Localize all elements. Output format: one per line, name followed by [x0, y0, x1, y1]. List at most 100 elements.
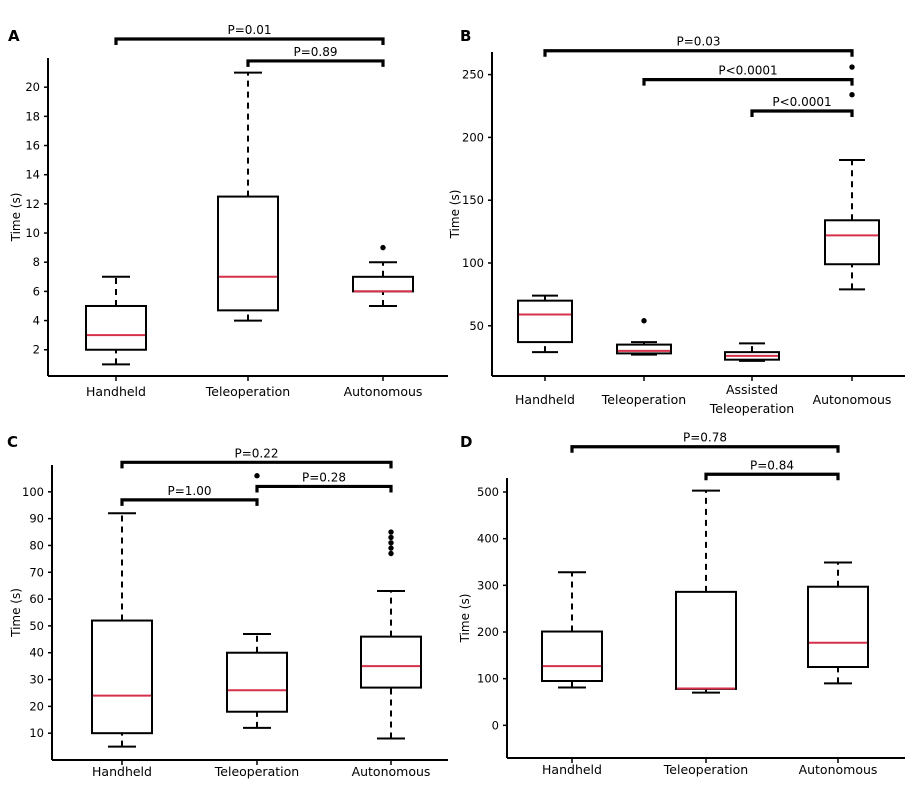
significance-bracket: P=0.01 — [114, 23, 385, 46]
y-tick-label: 0 — [492, 718, 499, 732]
y-tick-label: 100 — [477, 672, 499, 686]
significance-bracket: P=0.28 — [255, 470, 393, 493]
y-tick-label: 6 — [33, 284, 40, 298]
panel-letter: D — [460, 433, 472, 451]
y-tick-label: 150 — [462, 193, 484, 207]
y-tick-label: 30 — [29, 673, 44, 687]
significance-bracket: P=0.89 — [246, 45, 385, 67]
y-tick-label: 20 — [25, 80, 40, 94]
bracket-line — [543, 49, 854, 57]
bracket-line — [642, 78, 854, 86]
y-tick-label: 10 — [29, 726, 44, 740]
iqr-box — [91, 619, 153, 735]
x-tick-label: Handheld — [515, 392, 575, 407]
y-tick-label: 20 — [29, 699, 44, 713]
y-tick-label: 80 — [29, 538, 44, 552]
y-tick-label: 16 — [25, 139, 40, 153]
iqr-box — [360, 635, 422, 689]
y-tick-label: 8 — [33, 255, 40, 269]
panel-letter: C — [7, 433, 18, 451]
bracket-line — [750, 109, 854, 118]
y-tick-label: 60 — [29, 592, 44, 606]
panel-c: C 10 20 30 40 50 60 70 80 90 100 Time (s) Handheld Te… — [7, 433, 448, 779]
y-axis-label: Time (s) — [9, 588, 23, 638]
iqr-box — [807, 585, 869, 669]
significance-bracket: P=0.22 — [120, 446, 393, 469]
box-plot-1 — [541, 571, 603, 689]
box-plot-2 — [675, 489, 737, 694]
p-value-label: P<0.0001 — [772, 95, 831, 109]
outlier-point — [388, 550, 394, 557]
x-tick-label: Handheld — [86, 384, 146, 399]
box-plot-1 — [85, 275, 147, 366]
y-tick-label: 200 — [477, 625, 499, 639]
significance-bracket: P=0.03 — [543, 35, 854, 57]
x-tick-label: Teleoperation — [663, 762, 748, 777]
box-plot-3 — [352, 244, 414, 307]
panel-d: D 0 100 200 300 400 500 Time (s) Handheld Teleope… — [458, 431, 905, 777]
y-tick-label: 250 — [462, 68, 484, 82]
x-tick-label: Autonomous — [352, 764, 431, 779]
iqr-box — [724, 351, 780, 361]
y-tick-label: 90 — [29, 512, 44, 526]
iqr-box — [517, 299, 573, 344]
p-value-label: P=0.84 — [750, 458, 794, 472]
panel-letter: B — [460, 27, 471, 45]
x-tick-label: Assisted Teleoperation — [709, 382, 794, 416]
y-tick-label: 50 — [469, 319, 484, 333]
y-tick-label: 10 — [25, 226, 40, 240]
box-plot-2 — [616, 318, 672, 356]
iqr-box — [352, 275, 414, 293]
bracket-line — [120, 460, 393, 469]
y-tick-label: 100 — [22, 485, 44, 499]
x-tick-label: Teleoperation — [601, 392, 686, 407]
y-axis-label: Time (s) — [448, 190, 462, 240]
y-tick-label: 200 — [462, 130, 484, 144]
y-tick-label: 4 — [33, 314, 40, 328]
significance-bracket: P=1.00 — [120, 484, 259, 506]
x-tick-label: Autonomous — [799, 762, 878, 777]
box-plot-2 — [217, 71, 279, 322]
y-axis-label: Time (s) — [9, 193, 23, 243]
bracket-line — [704, 472, 840, 481]
iqr-box — [226, 651, 288, 713]
bracket-line — [114, 37, 385, 46]
p-value-label: P=0.01 — [227, 23, 271, 37]
bracket-line — [246, 59, 385, 67]
iqr-box — [675, 590, 737, 690]
panel-b: B 50 100 150 200 250 Time (s) Handheld Teleopera… — [448, 27, 905, 416]
significance-bracket: P=0.84 — [704, 458, 840, 481]
iqr-box — [616, 343, 672, 355]
box-plot-3 — [360, 529, 422, 740]
y-tick-label: 40 — [29, 646, 44, 660]
outlier-point — [388, 545, 394, 551]
p-value-label: P=0.22 — [234, 446, 278, 460]
p-value-label: P<0.0001 — [718, 64, 777, 78]
x-tick-label: Autonomous — [344, 384, 423, 399]
x-tick-label: Handheld — [92, 764, 152, 779]
x-tick-label: Handheld — [542, 762, 602, 777]
x-tick-label: Teleoperation — [214, 764, 299, 779]
iqr-box — [824, 219, 880, 266]
y-tick-label: 400 — [477, 532, 499, 546]
y-tick-label: 18 — [25, 109, 40, 123]
bracket-line — [570, 445, 840, 453]
outlier-point — [849, 64, 855, 70]
box-plot-1 — [91, 512, 153, 748]
box-plot-3 — [807, 561, 869, 685]
y-tick-label: 2 — [33, 343, 40, 357]
y-tick-label: 100 — [462, 256, 484, 270]
outlier-point — [388, 529, 394, 535]
outlier-point — [254, 473, 260, 479]
y-axis-label: Time (s) — [458, 594, 472, 644]
panel-a: A 2 4 6 8 10 12 14 16 18 20 Time (s) Handheld Teleope… — [8, 23, 448, 399]
bracket-line — [255, 484, 393, 493]
box-plot-1 — [517, 294, 573, 354]
outlier-point — [388, 534, 394, 541]
p-value-label: P=0.28 — [302, 470, 346, 484]
p-value-label: P=0.03 — [676, 35, 720, 49]
outlier-point — [388, 540, 394, 546]
p-value-label: P=1.00 — [167, 484, 211, 498]
bracket-line — [120, 498, 259, 506]
